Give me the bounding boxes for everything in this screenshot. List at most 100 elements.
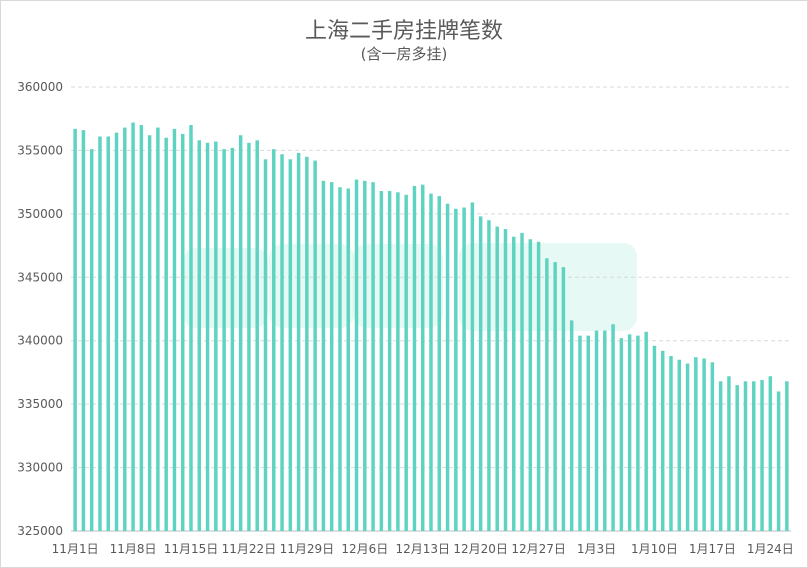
bar — [288, 159, 293, 531]
bar — [89, 149, 94, 531]
bar — [462, 207, 466, 531]
bar — [164, 137, 168, 531]
bar — [172, 128, 177, 531]
bar — [685, 363, 690, 531]
bar — [503, 229, 508, 531]
bar — [553, 262, 557, 531]
chart-title: 上海二手房挂牌笔数 — [304, 19, 503, 44]
bar — [495, 226, 499, 532]
bar — [636, 335, 640, 531]
bar — [652, 345, 657, 531]
x-tick-label: 11月29日 — [280, 542, 335, 556]
bar — [354, 179, 359, 531]
bar — [487, 220, 491, 531]
bar — [412, 185, 417, 531]
bar — [404, 194, 408, 532]
bar — [205, 142, 210, 531]
y-tick-label: 345000 — [17, 270, 63, 284]
bar — [73, 128, 77, 531]
y-tick-label: 360000 — [17, 80, 63, 94]
bar — [329, 182, 334, 531]
bar — [735, 385, 739, 531]
y-axis-ticks: 325000 330000 335000 340000 345000 350000 3550… — [17, 80, 63, 538]
y-tick-label: 355000 — [17, 143, 63, 157]
y-tick-label: 330000 — [17, 461, 63, 475]
bar — [180, 133, 185, 532]
bar — [396, 192, 400, 531]
bar — [305, 156, 309, 531]
x-axis-ticks: 11月1日 11月8日 11月15日 11月22日 11月29日 12月6日 12月13日 1… — [52, 542, 794, 556]
bar — [727, 376, 731, 531]
bar — [437, 196, 442, 531]
bar — [776, 391, 781, 531]
x-tick-label: 11月22日 — [222, 542, 277, 556]
bar — [603, 330, 607, 531]
bar — [752, 381, 756, 531]
y-tick-label: 335000 — [17, 397, 63, 411]
bars — [73, 122, 789, 532]
bar — [569, 320, 574, 531]
bar — [619, 338, 624, 531]
bar — [238, 135, 243, 531]
bar — [263, 159, 268, 531]
bar — [512, 236, 516, 532]
x-tick-label: 12月27日 — [511, 542, 566, 556]
x-tick-label: 11月8日 — [110, 542, 157, 556]
bar — [338, 187, 342, 531]
bar — [429, 193, 433, 531]
bar — [660, 350, 665, 531]
bar — [478, 216, 483, 531]
bar — [611, 324, 615, 531]
bar — [454, 208, 458, 532]
bar — [313, 160, 317, 531]
bar — [346, 188, 350, 531]
bar — [644, 331, 648, 531]
bar — [123, 127, 127, 531]
bar — [230, 147, 235, 532]
x-tick-label: 1月17日 — [689, 542, 736, 556]
bar — [520, 232, 524, 531]
bar — [272, 149, 276, 531]
x-tick-label: 1月24日 — [747, 542, 794, 556]
bar — [768, 376, 773, 531]
bar — [669, 355, 673, 531]
y-tick-label: 325000 — [17, 524, 63, 538]
x-tick-label: 11月15日 — [164, 542, 219, 556]
bar — [578, 335, 582, 531]
x-tick-label: 1月3日 — [577, 542, 616, 556]
bar — [222, 149, 226, 531]
bar — [214, 141, 218, 531]
bar — [106, 136, 110, 531]
bar — [445, 203, 450, 532]
bar — [81, 130, 86, 532]
bar — [387, 191, 392, 531]
bar — [420, 184, 425, 531]
bar — [321, 180, 326, 532]
x-tick-label: 11月1日 — [52, 542, 99, 556]
bar — [371, 182, 375, 531]
y-tick-label: 350000 — [17, 207, 63, 221]
x-tick-label: 12月20日 — [453, 542, 508, 556]
bar — [114, 132, 119, 531]
bar — [147, 135, 152, 531]
bar — [296, 152, 301, 532]
bar — [627, 334, 632, 531]
bar — [379, 191, 384, 531]
bar — [189, 125, 193, 532]
bar — [247, 142, 251, 531]
x-tick-label: 12月6日 — [341, 542, 388, 556]
watermark-logo — [183, 243, 637, 331]
y-tick-label: 340000 — [17, 334, 63, 348]
bar — [710, 362, 715, 531]
bar — [694, 357, 698, 531]
bar — [586, 335, 590, 531]
bar — [98, 136, 102, 531]
chart-subtitle: (含一房多挂) — [360, 45, 448, 63]
bar — [760, 380, 764, 531]
bar — [156, 127, 160, 531]
bar — [528, 239, 533, 531]
bar — [594, 330, 599, 531]
bar — [470, 202, 475, 531]
